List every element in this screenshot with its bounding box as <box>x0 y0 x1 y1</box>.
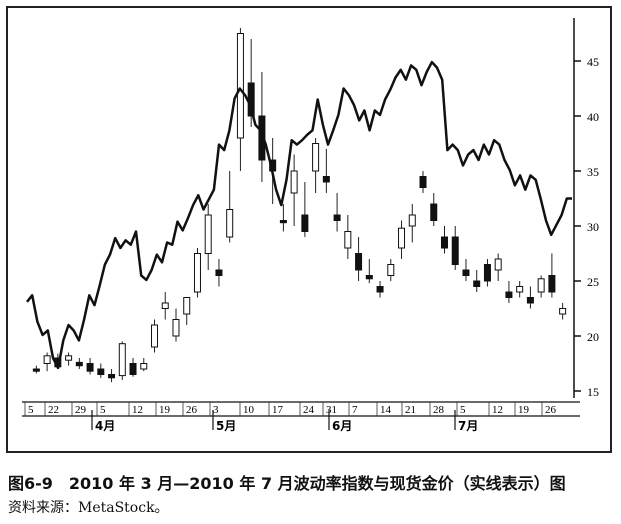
source-note: 资料来源：MetaStock。 <box>8 500 169 516</box>
month-label: 6月 <box>332 419 352 433</box>
figure-caption: 图6-9 2010 年 3 月—2010 年 7 月波动率指数与现货金价（实线表… <box>8 474 566 493</box>
candle-body <box>161 302 169 309</box>
candle-body <box>75 361 83 367</box>
candle-body <box>32 368 40 372</box>
candle-body <box>204 214 212 254</box>
candle-body <box>559 308 567 315</box>
candle-body <box>301 214 309 232</box>
x-tick-label: 10 <box>243 404 255 416</box>
x-tick-label: 29 <box>75 404 87 416</box>
candle-body <box>526 297 534 304</box>
x-tick-label: 26 <box>545 404 557 416</box>
candle-body <box>376 286 384 293</box>
candle-body <box>236 33 244 139</box>
candle-body <box>505 291 513 298</box>
candle-body <box>430 203 438 221</box>
candle-body <box>483 264 491 282</box>
x-tick-label: 21 <box>405 404 416 416</box>
candle-body <box>365 275 373 280</box>
candle-body <box>118 343 126 377</box>
x-tick-label: 17 <box>272 404 284 416</box>
candle-body <box>419 176 427 188</box>
candle-body <box>322 176 330 183</box>
candle-body <box>440 236 448 249</box>
candle-body <box>333 214 341 221</box>
gold-price-line <box>26 60 572 370</box>
candle-body <box>387 264 395 276</box>
candle-body <box>258 115 266 161</box>
y-tick-label: 20 <box>587 330 599 344</box>
candle-body <box>215 269 223 276</box>
candle-body <box>129 363 137 375</box>
month-label: 7月 <box>458 419 478 433</box>
candle-body <box>473 280 481 287</box>
candle-body <box>172 319 180 337</box>
candle-body <box>344 231 352 249</box>
x-tick-label: 5 <box>460 404 466 416</box>
candle-body <box>65 355 73 361</box>
candle-body <box>183 297 191 315</box>
candle-body <box>548 275 556 293</box>
candle-body <box>451 236 459 265</box>
candle-body <box>290 170 298 194</box>
candle-body <box>226 209 234 238</box>
candle-body <box>516 286 524 293</box>
x-tick-label: 28 <box>433 404 445 416</box>
candle-body <box>398 227 406 249</box>
candle-body <box>43 355 51 364</box>
month-label: 4月 <box>95 419 115 433</box>
x-tick-label: 12 <box>132 404 143 416</box>
x-tick-label: 7 <box>352 404 358 416</box>
candle-body <box>462 269 470 276</box>
candle-body <box>140 363 148 370</box>
x-tick-label: 19 <box>159 404 171 416</box>
y-tick-label: 40 <box>587 110 599 124</box>
x-tick-label: 5 <box>28 404 34 416</box>
month-label: 5月 <box>216 419 236 433</box>
x-tick-label: 5 <box>100 404 106 416</box>
candle-body <box>355 253 363 271</box>
x-tick-label: 26 <box>186 404 198 416</box>
y-tick-label: 15 <box>587 385 599 399</box>
x-tick-label: 12 <box>492 404 503 416</box>
candle-body <box>494 258 502 271</box>
candle-body <box>312 143 320 172</box>
x-tick-label: 31 <box>326 404 337 416</box>
candle-body <box>97 368 105 375</box>
candle-body <box>151 324 159 348</box>
candle-body <box>108 374 116 379</box>
candle-body <box>86 363 94 372</box>
x-tick-label: 3 <box>213 404 219 416</box>
y-tick-label: 25 <box>587 275 599 289</box>
chart: 15 20 25 30 35 40 45 5 22 29 5 12 19 26 3 10 17 24 31 7 14 21… <box>22 18 599 433</box>
y-tick-label: 30 <box>587 220 599 234</box>
candle-body <box>537 278 545 293</box>
x-tick-label: 24 <box>303 404 315 416</box>
y-tick-label: 45 <box>587 55 599 69</box>
x-tick-label: 22 <box>48 404 59 416</box>
candle-body <box>193 253 201 293</box>
y-tick-label: 35 <box>587 165 599 179</box>
candle-body <box>408 214 416 227</box>
x-tick-label: 14 <box>380 404 392 416</box>
chart-frame <box>6 6 612 453</box>
candle-body <box>279 220 287 224</box>
x-tick-label: 19 <box>518 404 530 416</box>
